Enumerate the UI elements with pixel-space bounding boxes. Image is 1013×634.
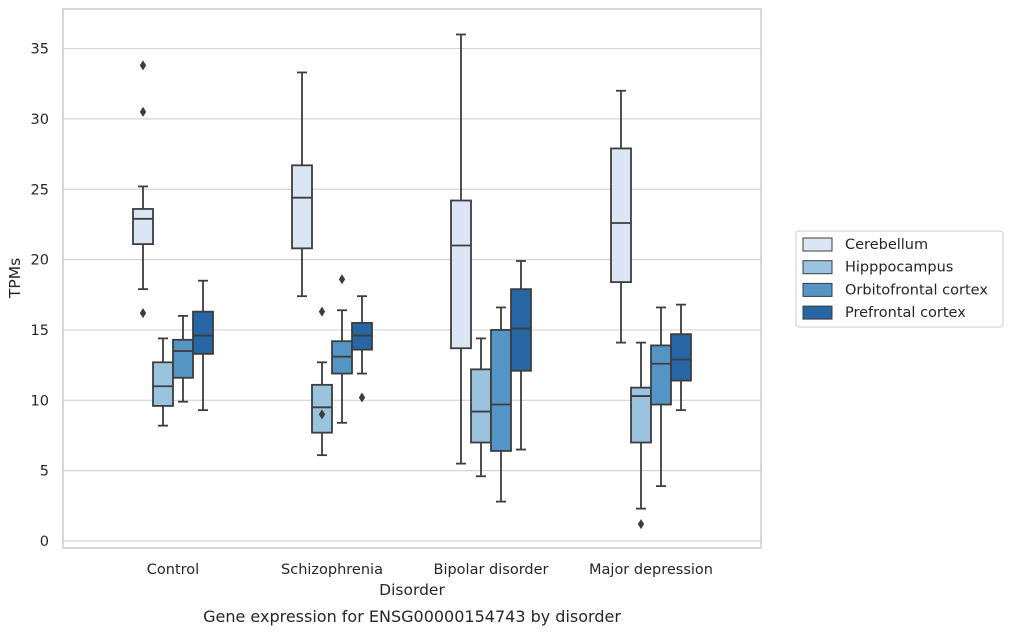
- iqr-box: [490, 329, 512, 452]
- x-axis-title: Disorder: [379, 581, 445, 599]
- legend-label: Cerebellum: [845, 237, 928, 253]
- y-tick-label: 30: [31, 112, 49, 128]
- iqr-box: [132, 208, 154, 246]
- y-tick-label: 25: [31, 182, 49, 198]
- box-prefrontal-cortex: [670, 303, 692, 412]
- box-hipppocampus: [630, 341, 652, 530]
- iqr-box: [311, 383, 333, 434]
- x-tick-labels: Control Schizophrenia Bipolar disorder Majo…: [147, 562, 713, 578]
- box-hipppocampus: [311, 306, 333, 457]
- iqr-box: [172, 338, 194, 379]
- y-tick-label: 5: [40, 464, 49, 480]
- outlier-point: [318, 409, 326, 420]
- iqr-box: [670, 333, 692, 382]
- y-tick-label: 15: [31, 323, 49, 339]
- y-tick-label: 35: [31, 42, 49, 58]
- box-prefrontal-cortex: [192, 279, 214, 412]
- outlier-point: [637, 519, 645, 530]
- y-tick-label: 20: [31, 253, 49, 269]
- box-prefrontal-cortex: [510, 260, 532, 451]
- legend-frame: [795, 230, 1004, 328]
- legend-swatch: [802, 260, 833, 275]
- outlier-point: [139, 106, 147, 117]
- y-tick-label: 10: [31, 393, 49, 409]
- plot-frame: [62, 8, 762, 549]
- box-orbitofrontal-cortex: [331, 274, 353, 424]
- x-tick-label: Bipolar disorder: [434, 562, 549, 578]
- legend-label: Orbitofrontal cortex: [845, 282, 988, 298]
- iqr-box: [152, 361, 174, 407]
- box-orbitofrontal-cortex: [650, 306, 672, 488]
- outlier-point: [358, 392, 366, 403]
- y-axis-title: TPMs: [6, 258, 24, 299]
- y-tick-labels: 0 5 10 15 20 25 30 35: [31, 42, 49, 550]
- gridlines: [63, 47, 761, 542]
- iqr-box: [291, 164, 313, 250]
- chart-caption: Gene expression for ENSG00000154743 by d…: [203, 607, 621, 626]
- legend: Cerebellum Hipppocampus Orbitofrontal cort…: [795, 230, 1004, 328]
- box-cerebellum: [291, 71, 313, 298]
- legend-label: Hipppocampus: [845, 260, 953, 276]
- outlier-point: [318, 306, 326, 317]
- iqr-box: [610, 147, 632, 284]
- iqr-box: [470, 368, 492, 444]
- box-cerebellum: [132, 60, 154, 319]
- box-cerebellum: [450, 33, 472, 465]
- iqr-box: [450, 199, 472, 350]
- legend-swatch: [802, 237, 833, 252]
- outlier-point: [338, 274, 346, 285]
- iqr-box: [192, 310, 214, 355]
- x-tick-label: Schizophrenia: [281, 562, 383, 578]
- iqr-box: [630, 386, 652, 444]
- box-orbitofrontal-cortex: [172, 314, 194, 403]
- outlier-point: [139, 308, 147, 319]
- legend-swatch: [802, 282, 833, 297]
- iqr-box: [510, 288, 532, 372]
- y-tick-label: 0: [40, 534, 49, 550]
- x-tick-label: Control: [147, 562, 199, 578]
- x-tick-label: Major depression: [589, 562, 713, 578]
- box-hipppocampus: [152, 337, 174, 427]
- legend-swatch: [802, 305, 833, 320]
- box-prefrontal-cortex: [351, 295, 373, 403]
- box-hipppocampus: [470, 337, 492, 478]
- legend-label: Prefrontal cortex: [845, 305, 966, 321]
- outlier-point: [139, 60, 147, 71]
- box-plot-series: [132, 33, 692, 530]
- box-cerebellum: [610, 89, 632, 344]
- box-orbitofrontal-cortex: [490, 306, 512, 503]
- iqr-box: [650, 344, 672, 406]
